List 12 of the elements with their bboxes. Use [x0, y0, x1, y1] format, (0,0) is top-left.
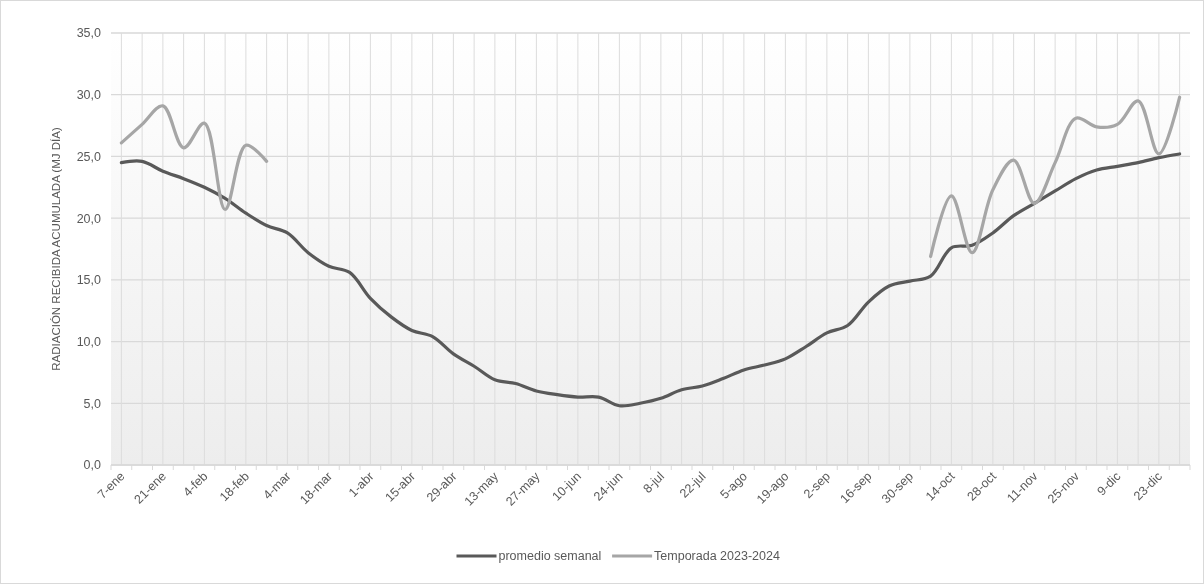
legend-label: Temporada 2023-2024 — [654, 549, 780, 564]
y-tick-label: 15,0 — [76, 273, 102, 288]
legend-label: promedio semanal — [498, 549, 602, 564]
y-tick-label: 0,0 — [83, 458, 102, 473]
y-tick-label: 30,0 — [76, 88, 102, 103]
y-tick-label: 10,0 — [76, 334, 102, 349]
y-tick-label: 5,0 — [83, 396, 102, 411]
y-tick-label: 20,0 — [76, 211, 102, 226]
y-axis-title: RADIACIÓN RECIBIDA ACUMULADA (MJ DÍA) — [50, 127, 62, 371]
line-series — [119, 152, 1182, 408]
y-tick-label: 25,0 — [76, 149, 102, 164]
y-tick-label: 35,0 — [76, 26, 102, 41]
